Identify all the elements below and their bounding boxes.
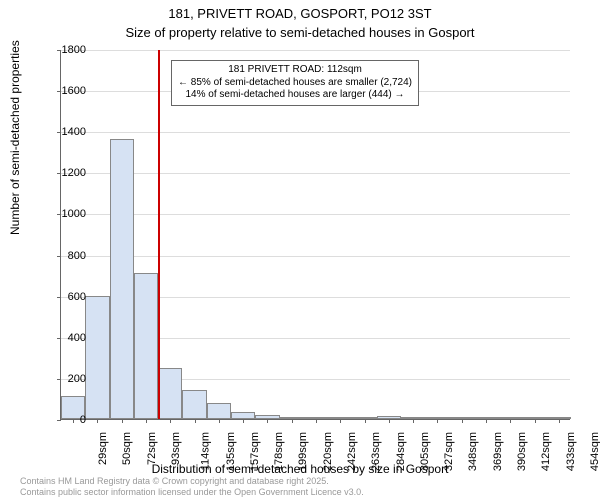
- ytick-label: 1600: [46, 85, 86, 97]
- footer-line1: Contains HM Land Registry data © Crown c…: [20, 476, 364, 487]
- xtick-mark: [510, 419, 511, 423]
- xtick-label: 327sqm: [443, 432, 455, 471]
- histogram-bar: [158, 368, 182, 419]
- xtick-mark: [340, 419, 341, 423]
- footer-line2: Contains public sector information licen…: [20, 487, 364, 498]
- xtick-mark: [219, 419, 220, 423]
- chart-container: 181, PRIVETT ROAD, GOSPORT, PO12 3ST Siz…: [0, 0, 600, 500]
- xtick-mark: [389, 419, 390, 423]
- xtick-mark: [559, 419, 560, 423]
- ytick-label: 600: [46, 291, 86, 303]
- gridline: [61, 256, 570, 257]
- xtick-mark: [462, 419, 463, 423]
- xtick-mark: [365, 419, 366, 423]
- xtick-mark: [97, 419, 98, 423]
- xtick-label: 72sqm: [146, 432, 158, 465]
- annotation-line: 181 PRIVETT ROAD: 112sqm: [178, 64, 412, 77]
- histogram-bar: [182, 390, 206, 419]
- xtick-label: 29sqm: [97, 432, 109, 465]
- xtick-mark: [195, 419, 196, 423]
- gridline: [61, 50, 570, 51]
- xtick-label: 199sqm: [298, 432, 310, 471]
- annotation-line: ← 85% of semi-detached houses are smalle…: [178, 77, 412, 90]
- ytick-label: 0: [46, 414, 86, 426]
- xtick-label: 242sqm: [346, 432, 358, 471]
- xtick-mark: [437, 419, 438, 423]
- xtick-label: 369sqm: [492, 432, 504, 471]
- xtick-label: 390sqm: [516, 432, 528, 471]
- ytick-label: 1000: [46, 208, 86, 220]
- gridline: [61, 132, 570, 133]
- xtick-mark: [243, 419, 244, 423]
- ytick-label: 200: [46, 373, 86, 385]
- ytick-label: 1400: [46, 126, 86, 138]
- xtick-mark: [316, 419, 317, 423]
- xtick-label: 157sqm: [249, 432, 261, 471]
- xtick-label: 284sqm: [395, 432, 407, 471]
- ytick-label: 1200: [46, 167, 86, 179]
- histogram-bar: [110, 139, 134, 419]
- xtick-label: 220sqm: [322, 432, 334, 471]
- histogram-bar: [207, 403, 231, 419]
- annotation-box: 181 PRIVETT ROAD: 112sqm← 85% of semi-de…: [171, 60, 419, 106]
- xtick-label: 412sqm: [540, 432, 552, 471]
- gridline: [61, 214, 570, 215]
- footer-attribution: Contains HM Land Registry data © Crown c…: [20, 476, 364, 498]
- xtick-label: 433sqm: [565, 432, 577, 471]
- chart-title: 181, PRIVETT ROAD, GOSPORT, PO12 3ST: [0, 0, 600, 23]
- reference-line: [158, 50, 160, 419]
- xtick-label: 178sqm: [273, 432, 285, 471]
- ytick-label: 800: [46, 250, 86, 262]
- xtick-mark: [267, 419, 268, 423]
- xtick-mark: [413, 419, 414, 423]
- histogram-bar: [231, 412, 255, 419]
- xtick-label: 263sqm: [370, 432, 382, 471]
- xtick-mark: [122, 419, 123, 423]
- xtick-mark: [535, 419, 536, 423]
- y-axis-label: Number of semi-detached properties: [8, 40, 22, 235]
- histogram-bar: [85, 296, 109, 419]
- plot-area: 181 PRIVETT ROAD: 112sqm← 85% of semi-de…: [60, 50, 570, 420]
- ytick-label: 1800: [46, 44, 86, 56]
- xtick-label: 114sqm: [200, 432, 212, 470]
- xtick-label: 93sqm: [170, 432, 182, 465]
- histogram-bar: [134, 273, 158, 419]
- xtick-label: 135sqm: [225, 432, 237, 471]
- gridline: [61, 173, 570, 174]
- annotation-line: 14% of semi-detached houses are larger (…: [178, 89, 412, 102]
- chart-subtitle: Size of property relative to semi-detach…: [0, 23, 600, 40]
- xtick-mark: [146, 419, 147, 423]
- xtick-mark: [170, 419, 171, 423]
- xtick-mark: [292, 419, 293, 423]
- ytick-label: 400: [46, 332, 86, 344]
- xtick-label: 305sqm: [419, 432, 431, 471]
- xtick-label: 50sqm: [121, 432, 133, 465]
- xtick-label: 454sqm: [589, 432, 600, 471]
- xtick-mark: [486, 419, 487, 423]
- xtick-label: 348sqm: [468, 432, 480, 471]
